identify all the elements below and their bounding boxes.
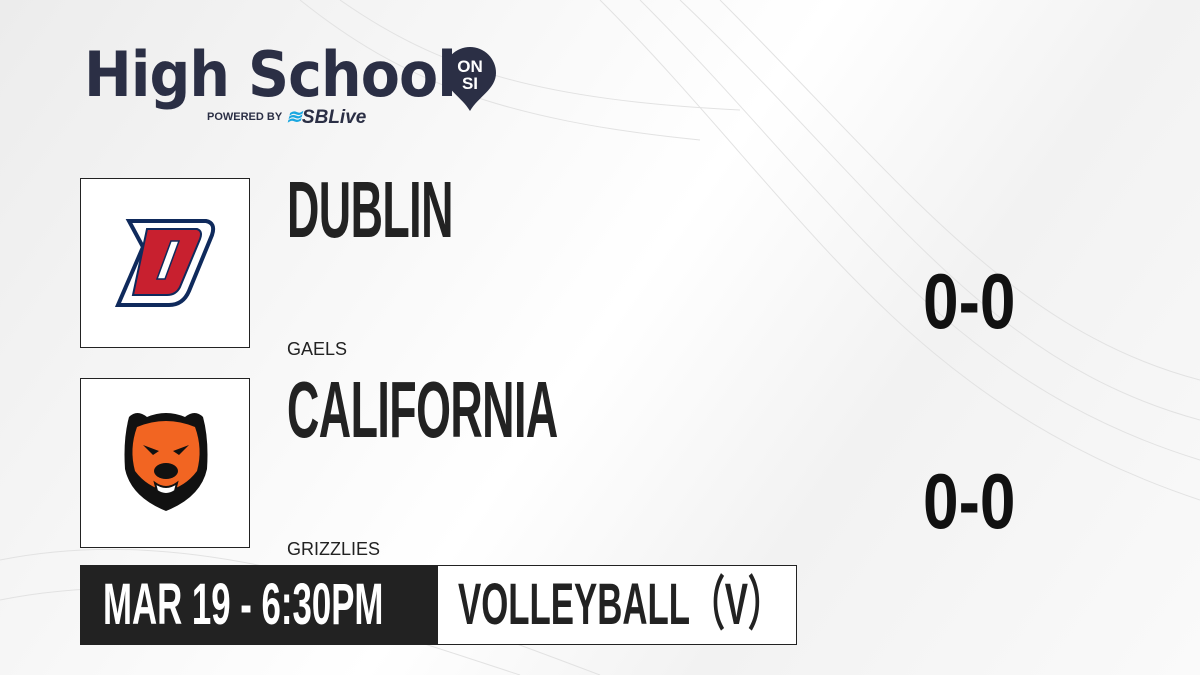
team-mascot: GAELS <box>287 339 348 359</box>
game-info-bar: MAR 19 - 6:30PM VOLLEYBALL（V） <box>80 565 797 645</box>
powered-by-label: POWERED BY <box>207 111 283 123</box>
sblive-s-icon: ≋ <box>286 107 302 128</box>
team-mascot: GRIZZLIES <box>287 539 381 559</box>
team-score: 0-0 <box>923 257 1016 345</box>
team-score: 0-0 <box>923 457 1016 545</box>
badge-top: ON <box>457 57 483 76</box>
dublin-logo-box <box>80 178 250 348</box>
dublin-d-logo-icon <box>114 219 216 307</box>
badge-bottom: SI <box>462 74 478 93</box>
brand-title: High School <box>84 38 457 111</box>
on-si-pin-icon: ON SI <box>444 47 496 111</box>
game-datetime-box: MAR 19 - 6:30PM <box>81 566 438 644</box>
california-logo-box <box>80 378 250 548</box>
grizzly-bear-logo-icon <box>124 413 208 511</box>
team-name: CALIFORNIA <box>287 365 558 454</box>
team-name: DUBLIN <box>287 165 453 254</box>
game-datetime: MAR 19 - 6:30PM <box>103 572 384 637</box>
sblive-logo: ≋SBLive <box>286 106 366 129</box>
game-sport: VOLLEYBALL（V） <box>458 572 783 637</box>
partner-name: SBLive <box>301 107 367 128</box>
game-sport-box: VOLLEYBALL（V） <box>438 566 796 644</box>
